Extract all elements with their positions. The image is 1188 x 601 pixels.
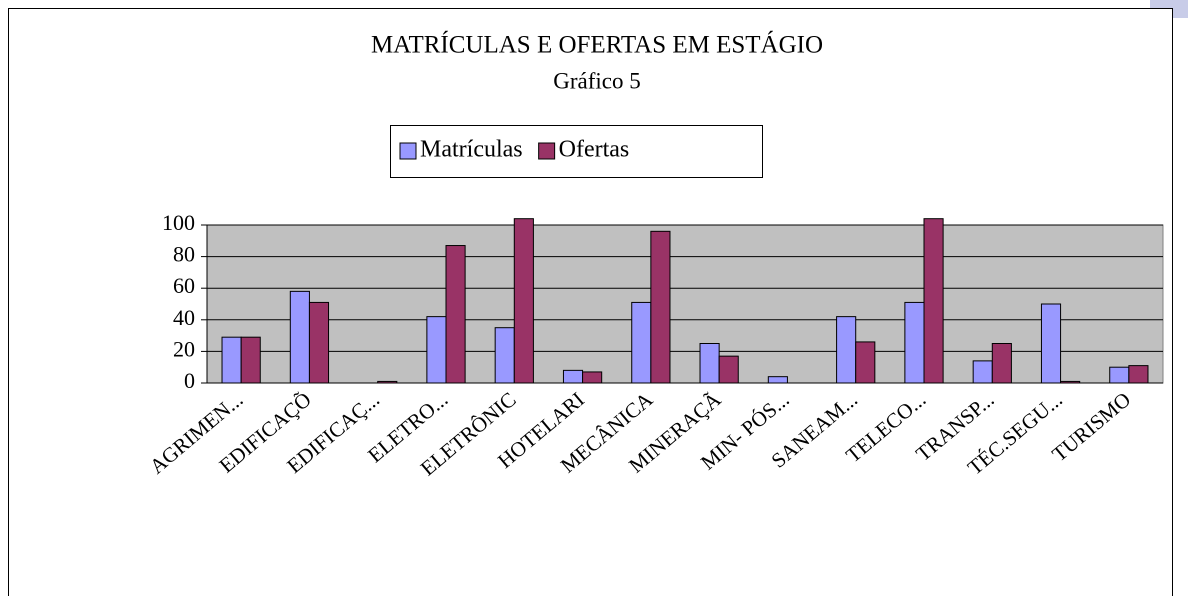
bar [426,316,447,384]
bar [718,355,739,384]
bar [240,336,261,384]
bar [513,218,534,384]
bar [582,371,603,384]
legend-box [390,125,763,178]
bar [836,316,857,384]
bar [289,290,310,384]
bar [1040,303,1062,384]
legend-swatch [399,142,417,160]
bar [221,336,242,384]
bar [923,218,944,384]
y-tick-label: 40 [173,305,195,330]
bar [699,343,720,384]
chart-title: MATRÍCULAS E OFERTAS EM ESTÁGIO [371,31,823,59]
bar [494,327,515,384]
legend-swatch [538,142,556,160]
bar [904,301,925,384]
y-tick-label: 20 [173,336,195,361]
bar [308,301,330,384]
bar [991,343,1012,384]
plot-area [206,224,1164,384]
y-tick-label: 100 [162,210,195,235]
bar [972,360,993,384]
bar [855,341,876,384]
bar [1109,366,1130,384]
y-tick-label: 80 [173,242,195,267]
bar [562,369,584,384]
y-tick-label: 0 [184,368,195,393]
bar [650,230,671,384]
bar [1128,365,1149,384]
bar [767,376,788,384]
legend-label: Ofertas [559,137,630,163]
chart-subtitle: Gráfico 5 [553,68,641,93]
legend-label: Matrículas [420,137,523,163]
bar [445,245,466,384]
y-tick-label: 60 [173,273,195,298]
bar [631,301,652,384]
